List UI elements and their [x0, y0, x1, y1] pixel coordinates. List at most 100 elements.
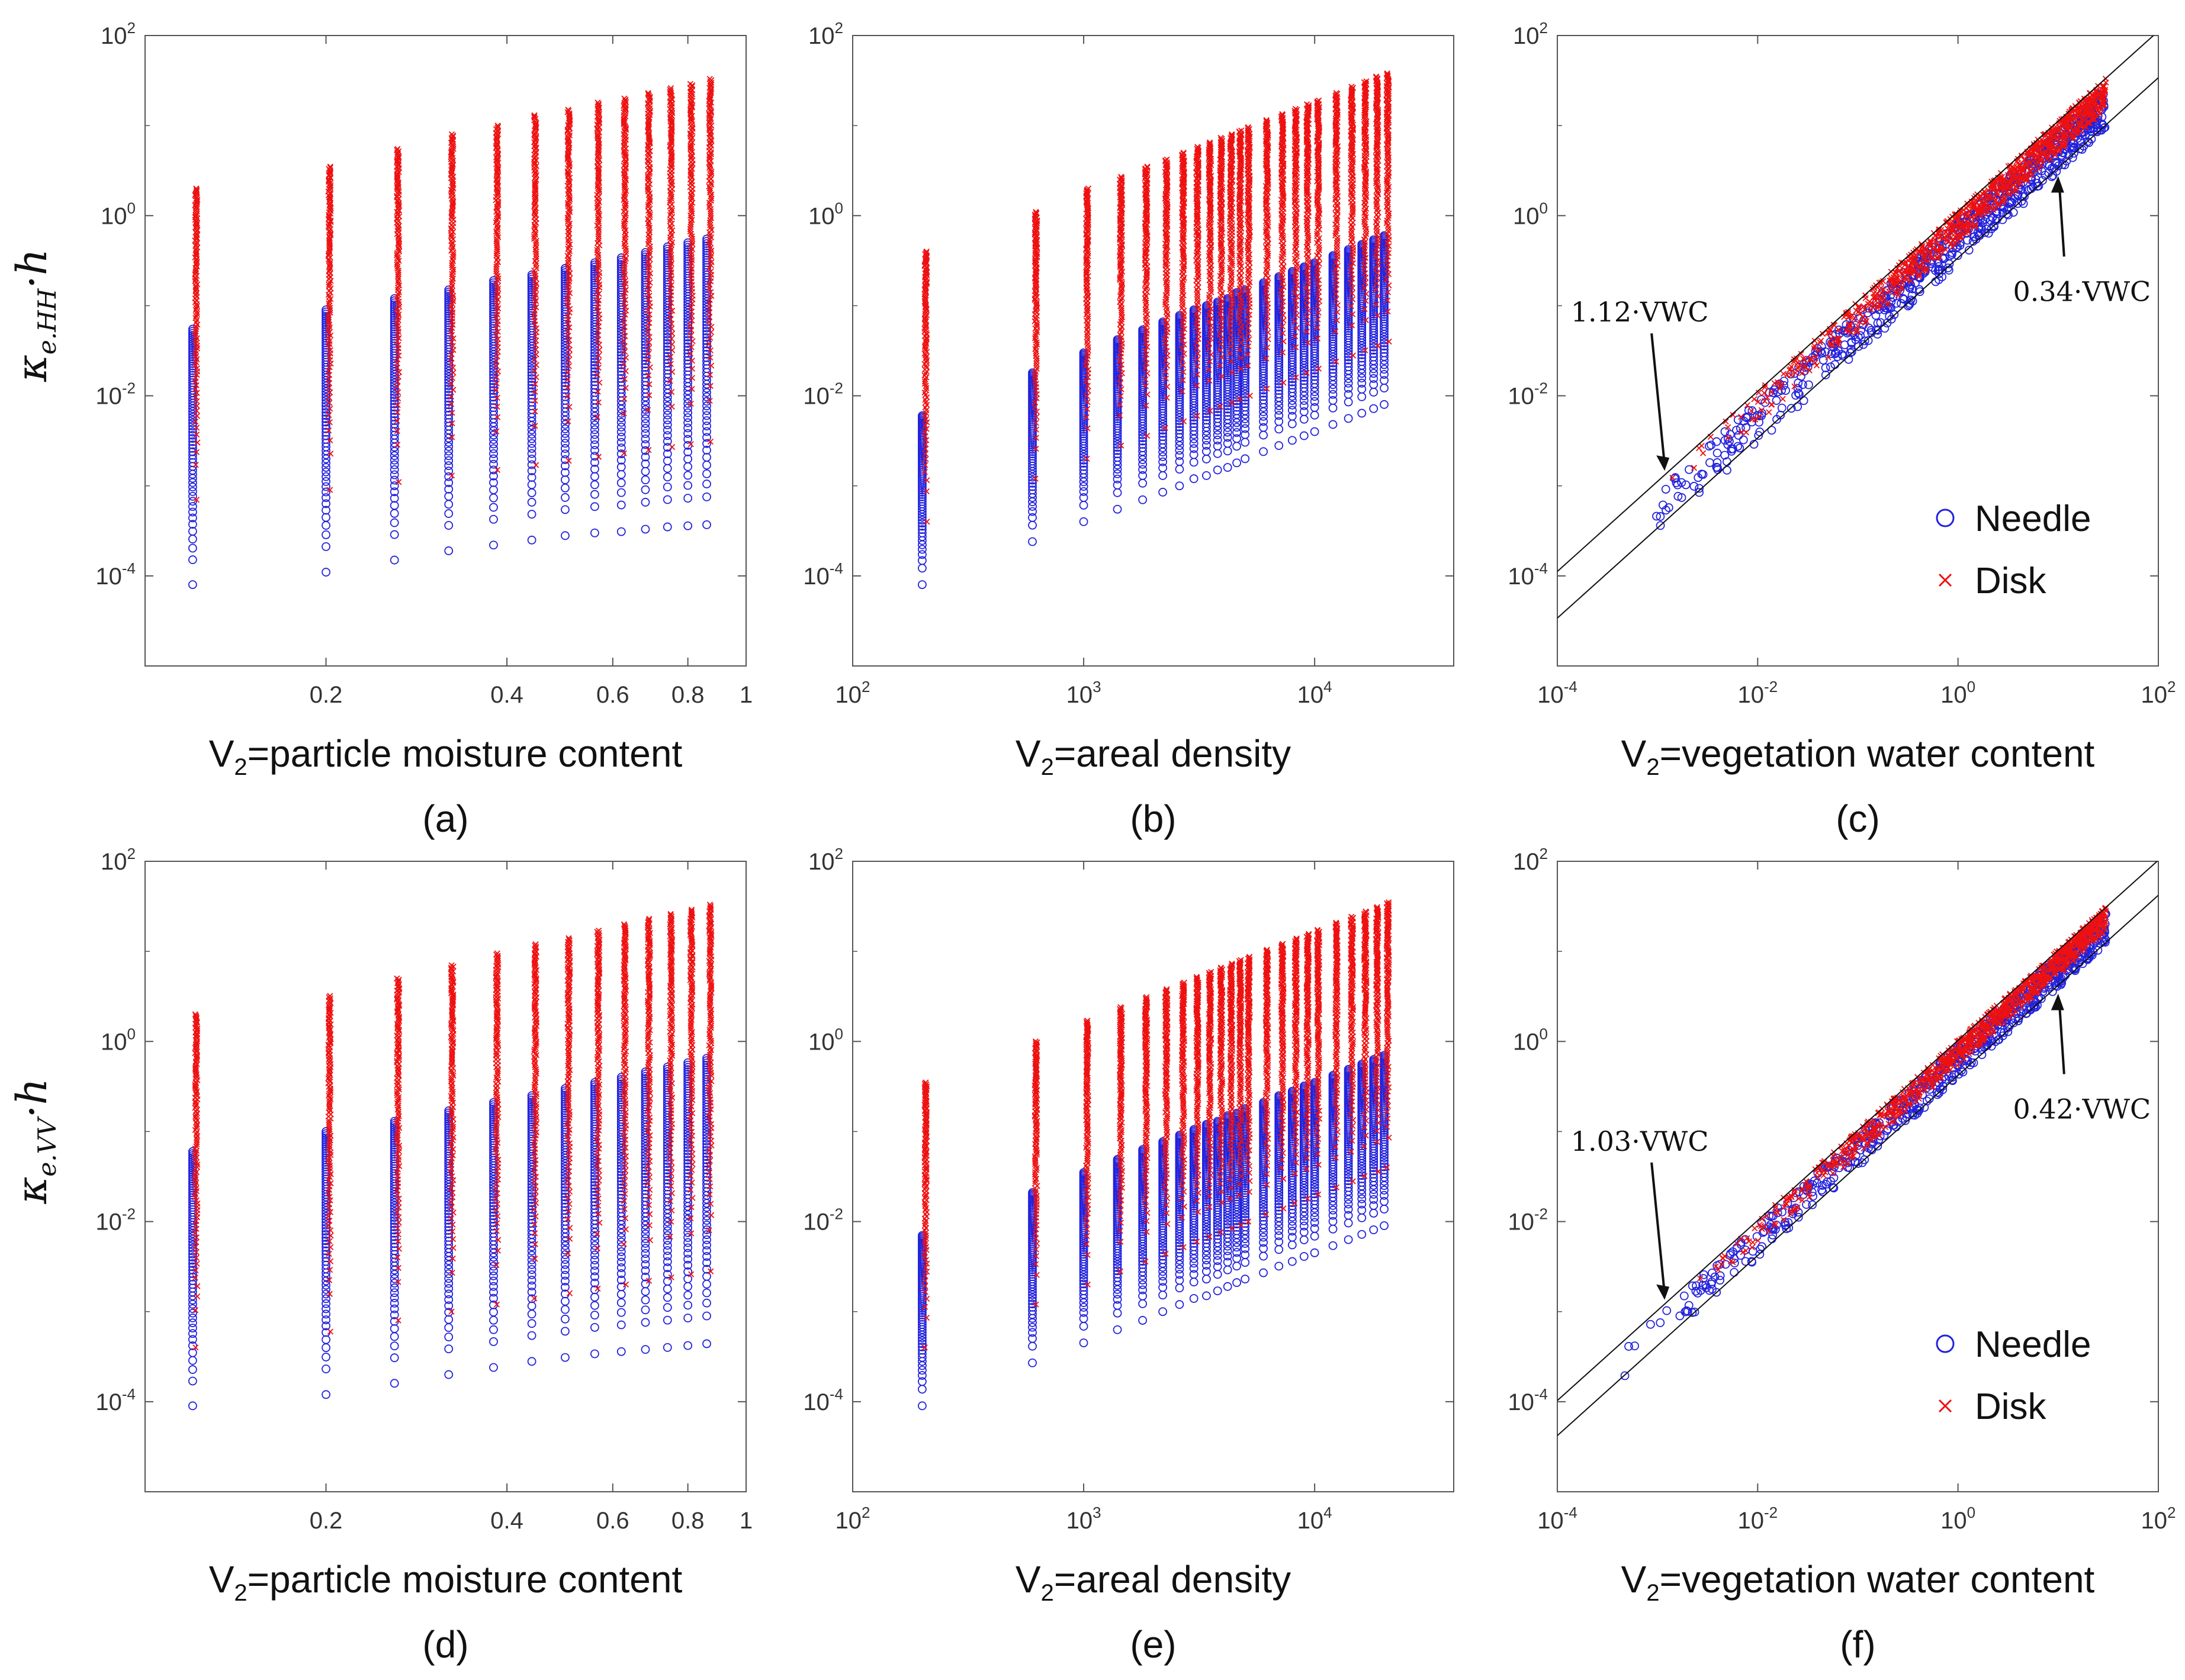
disk-point: [923, 385, 930, 391]
y-tick-base: 10: [808, 23, 835, 49]
needle-point: [1310, 365, 1319, 375]
disk-point: [645, 185, 651, 191]
needle-point: [1213, 382, 1222, 392]
needle-point: [1357, 347, 1367, 356]
needle-point: [390, 420, 399, 429]
needle-point: [1113, 414, 1122, 423]
disk-point: [327, 169, 333, 176]
disk-point: [193, 424, 200, 431]
needle-point: [1241, 419, 1250, 428]
needle-point: [527, 359, 536, 368]
disk-point: [667, 143, 673, 150]
disk-point: [622, 159, 629, 166]
needle-point: [527, 510, 536, 519]
disk-point: [921, 429, 928, 436]
disk-point: [448, 227, 455, 233]
disk-point: [621, 95, 628, 102]
disk-point: [394, 417, 400, 424]
disk-point: [531, 203, 538, 210]
needle-point: [444, 466, 454, 476]
disk-point: [394, 401, 401, 408]
needle-point: [188, 427, 197, 437]
needle-point: [1274, 417, 1284, 426]
needle-point: [702, 320, 711, 330]
x-tick-label: 103: [1066, 678, 1101, 708]
needle-point: [561, 378, 570, 387]
disk-point: [689, 238, 695, 244]
disk-point: [494, 336, 501, 343]
needle-point: [663, 336, 672, 345]
needle-point: [1223, 373, 1232, 382]
disk-point: [622, 278, 629, 284]
needle-point: [1158, 488, 1168, 497]
needle-point: [918, 532, 927, 541]
disk-point: [1162, 424, 1168, 431]
disk-point: [564, 369, 571, 376]
disk-point: [621, 361, 627, 368]
needle-point: [1357, 318, 1367, 328]
disk-point: [669, 325, 675, 332]
needle-point: [1138, 433, 1148, 443]
panel-label: (b): [1130, 797, 1176, 840]
needle-point: [1369, 316, 1379, 326]
needle-point: [641, 374, 650, 382]
needle-point: [1232, 369, 1242, 379]
needle-point: [1344, 362, 1353, 372]
disk-point: [449, 273, 455, 279]
disk-point: [1033, 420, 1039, 426]
disk-point: [645, 357, 651, 363]
needle-point: [188, 410, 197, 419]
needle-point: [1299, 337, 1309, 346]
disk-point: [494, 123, 501, 129]
disk-point: [531, 112, 538, 118]
disk-point: [621, 266, 628, 272]
needle-point: [616, 427, 626, 437]
disk-point: [1033, 316, 1039, 323]
needle-point: [683, 329, 693, 339]
disk-point: [646, 392, 653, 398]
needle-point: [322, 390, 330, 399]
disk-point: [1034, 321, 1040, 328]
needle-point: [683, 435, 693, 444]
disk-point: [923, 353, 930, 360]
disk-point: [327, 389, 333, 396]
disk-point: [394, 378, 401, 385]
x-tick-base: 10: [836, 682, 862, 708]
needle-point: [322, 401, 330, 411]
disk-point: [1116, 357, 1123, 364]
needle-point: [322, 463, 330, 472]
needle-point: [1241, 403, 1250, 412]
needle-point: [1369, 323, 1379, 333]
y-tick-base: 10: [95, 384, 122, 410]
x-tick-label: 0.6: [596, 682, 629, 708]
disk-point: [689, 365, 696, 372]
disk-point: [394, 252, 400, 259]
needle-point: [918, 580, 927, 590]
disk-point: [706, 161, 713, 168]
needle-point: [527, 535, 536, 545]
needle-point: [616, 500, 626, 510]
needle-point: [702, 479, 711, 488]
needle-point: [663, 342, 672, 351]
disk-point: [396, 301, 402, 308]
disk-point: [689, 385, 695, 392]
needle-point: [702, 330, 711, 339]
needle-point: [1344, 331, 1353, 340]
needle-point: [663, 482, 672, 492]
needle-point: [683, 408, 693, 417]
disk-point: [667, 278, 673, 285]
disk-point: [595, 365, 602, 371]
needle-point: [489, 302, 498, 311]
needle-point: [561, 531, 570, 540]
needle-point: [1241, 371, 1250, 380]
disk-point: [325, 252, 332, 259]
disk-point: [565, 201, 571, 208]
needle-point: [489, 370, 498, 379]
disk-point: [1144, 343, 1151, 350]
needle-point: [663, 464, 672, 473]
needle-point: [590, 458, 599, 467]
needle-point: [1344, 324, 1353, 333]
disk-point: [493, 358, 500, 364]
needle-point: [1344, 329, 1353, 337]
needle-point: [1213, 430, 1222, 440]
